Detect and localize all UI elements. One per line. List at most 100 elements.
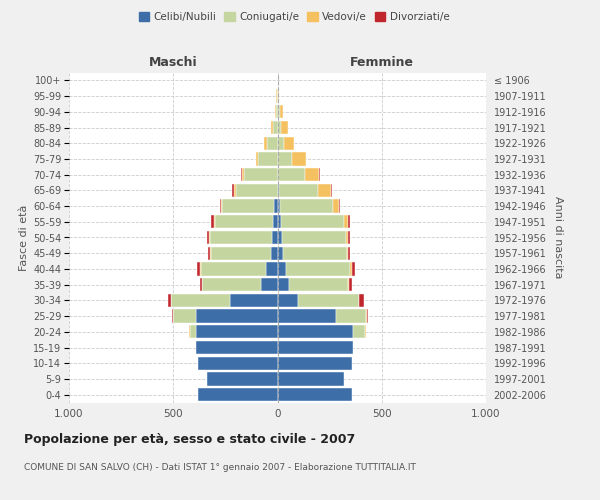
Bar <box>173 310 196 323</box>
Bar <box>278 90 280 103</box>
Bar <box>198 388 277 402</box>
Bar <box>331 184 332 197</box>
Bar <box>276 105 277 118</box>
Bar <box>298 294 359 307</box>
Bar <box>208 246 210 260</box>
Bar <box>277 372 344 386</box>
Bar <box>286 262 350 276</box>
Bar <box>274 215 277 228</box>
Bar <box>277 356 352 370</box>
Bar <box>211 246 271 260</box>
Bar <box>271 246 277 260</box>
Bar <box>277 231 281 244</box>
Bar <box>336 310 366 323</box>
Bar <box>366 310 367 323</box>
Bar <box>333 200 339 213</box>
Bar <box>197 262 200 276</box>
Bar <box>275 105 276 118</box>
Bar <box>277 152 292 166</box>
Bar <box>230 294 277 307</box>
Bar <box>318 184 331 197</box>
Bar <box>241 168 242 181</box>
Bar <box>202 262 266 276</box>
Bar <box>220 200 221 213</box>
Bar <box>292 152 305 166</box>
Bar <box>206 372 277 386</box>
Text: COMUNE DI SAN SALVO (CH) - Dati ISTAT 1° gennaio 2007 - Elaborazione TUTTITALIA.: COMUNE DI SAN SALVO (CH) - Dati ISTAT 1°… <box>24 462 416 471</box>
Bar <box>271 121 274 134</box>
Bar <box>339 200 340 213</box>
Bar <box>196 310 277 323</box>
Bar <box>169 294 170 307</box>
Bar <box>274 121 277 134</box>
Bar <box>277 215 281 228</box>
Bar <box>232 184 234 197</box>
Bar <box>210 246 211 260</box>
Bar <box>196 341 277 354</box>
Bar <box>284 136 294 150</box>
Bar <box>344 215 349 228</box>
Bar <box>170 294 171 307</box>
Bar <box>281 121 287 134</box>
Bar <box>277 200 280 213</box>
Bar <box>277 168 305 181</box>
Bar <box>277 246 283 260</box>
Bar <box>202 278 261 291</box>
Bar <box>277 341 353 354</box>
Bar <box>359 294 364 307</box>
Bar <box>277 388 352 402</box>
Legend: Celibi/Nubili, Coniugati/e, Vedovi/e, Divorziati/e: Celibi/Nubili, Coniugati/e, Vedovi/e, Di… <box>134 8 454 26</box>
Bar <box>214 215 215 228</box>
Bar <box>278 184 318 197</box>
Bar <box>171 294 230 307</box>
Bar <box>277 184 278 197</box>
Bar <box>353 325 365 338</box>
Bar <box>261 278 277 291</box>
Bar <box>277 310 336 323</box>
Bar <box>267 136 277 150</box>
Bar <box>283 246 347 260</box>
Bar <box>234 184 236 197</box>
Bar <box>236 184 277 197</box>
Bar <box>352 262 355 276</box>
Bar <box>256 152 257 166</box>
Bar <box>277 136 284 150</box>
Bar <box>319 168 320 181</box>
Bar <box>349 278 352 291</box>
Bar <box>289 278 349 291</box>
Bar <box>266 262 277 276</box>
Bar <box>305 168 319 181</box>
Bar <box>257 152 277 166</box>
Text: Popolazione per età, sesso e stato civile - 2007: Popolazione per età, sesso e stato civil… <box>24 432 355 446</box>
Bar <box>281 231 346 244</box>
Bar <box>244 168 277 181</box>
Y-axis label: Anni di nascita: Anni di nascita <box>553 196 563 279</box>
Bar <box>196 325 277 338</box>
Bar <box>280 105 283 118</box>
Bar <box>277 325 353 338</box>
Bar <box>172 310 173 323</box>
Bar <box>198 356 277 370</box>
Bar <box>190 325 196 338</box>
Bar <box>210 231 272 244</box>
Text: Maschi: Maschi <box>149 56 197 70</box>
Bar <box>349 246 350 260</box>
Bar <box>274 200 277 213</box>
Bar <box>349 215 350 228</box>
Bar <box>281 215 344 228</box>
Bar <box>211 215 214 228</box>
Bar <box>277 262 286 276</box>
Bar <box>277 90 278 103</box>
Bar <box>264 136 267 150</box>
Bar <box>346 231 349 244</box>
Bar <box>349 231 350 244</box>
Bar <box>272 231 277 244</box>
Bar <box>221 200 222 213</box>
Bar <box>215 215 274 228</box>
Bar <box>277 121 281 134</box>
Bar <box>242 168 244 181</box>
Bar <box>277 105 280 118</box>
Bar <box>277 294 298 307</box>
Bar <box>347 246 349 260</box>
Bar <box>200 278 202 291</box>
